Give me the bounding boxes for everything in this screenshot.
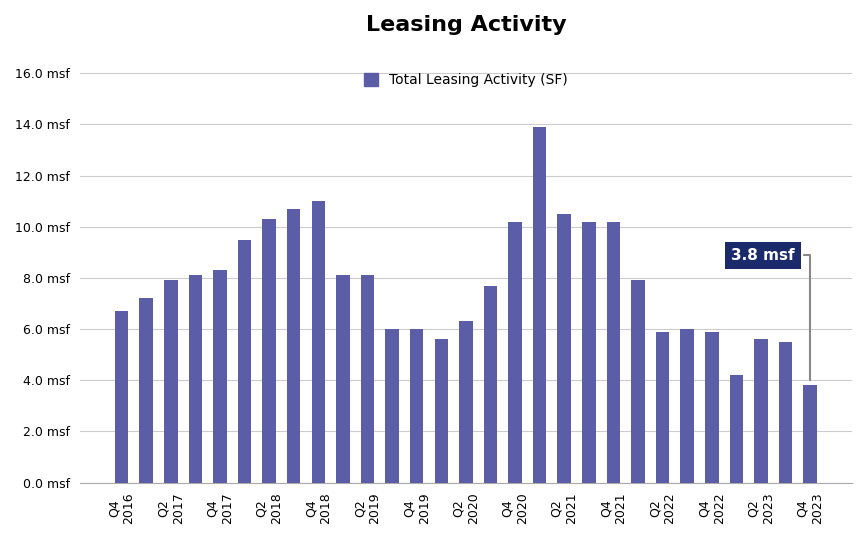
Bar bbox=[287, 209, 301, 482]
Bar bbox=[140, 299, 153, 482]
Bar bbox=[681, 329, 694, 482]
Bar bbox=[582, 222, 596, 482]
Bar bbox=[114, 311, 128, 482]
Bar bbox=[361, 275, 375, 482]
Bar bbox=[460, 321, 473, 482]
Bar bbox=[557, 214, 571, 482]
Bar bbox=[508, 222, 522, 482]
Bar bbox=[410, 329, 423, 482]
Bar bbox=[213, 270, 226, 482]
Bar bbox=[804, 385, 817, 482]
Text: 3.8 msf: 3.8 msf bbox=[732, 248, 810, 380]
Bar bbox=[263, 219, 276, 482]
Bar bbox=[434, 339, 448, 482]
Bar bbox=[385, 329, 399, 482]
Bar bbox=[631, 280, 645, 482]
Bar bbox=[189, 275, 202, 482]
Bar bbox=[754, 339, 767, 482]
Legend: Total Leasing Activity (SF): Total Leasing Activity (SF) bbox=[358, 68, 573, 93]
Bar bbox=[779, 342, 792, 482]
Bar bbox=[484, 286, 497, 482]
Bar bbox=[164, 280, 178, 482]
Bar bbox=[238, 239, 251, 482]
Bar bbox=[533, 127, 546, 482]
Bar bbox=[730, 375, 743, 482]
Bar bbox=[655, 331, 669, 482]
Bar bbox=[607, 222, 620, 482]
Title: Leasing Activity: Leasing Activity bbox=[366, 15, 566, 35]
Bar bbox=[336, 275, 349, 482]
Bar bbox=[311, 201, 325, 482]
Bar bbox=[705, 331, 719, 482]
